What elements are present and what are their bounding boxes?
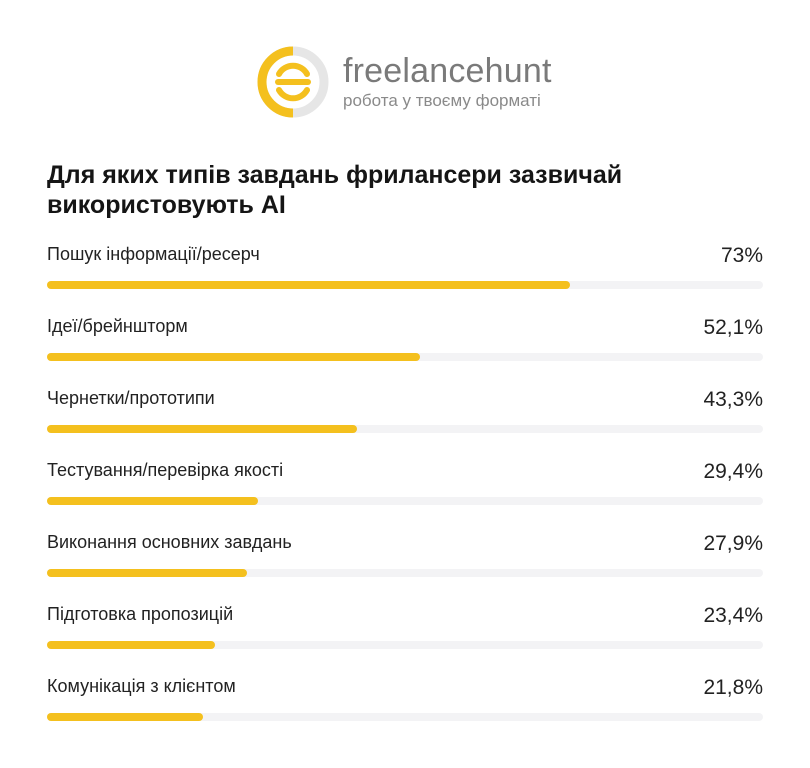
chart-row: Виконання основних завдань 27,9%	[47, 528, 763, 600]
bar	[47, 281, 570, 289]
bar-category-label: Чернетки/прототипи	[47, 388, 215, 408]
bar-chart: Пошук інформації/ресерч 73% Ідеї/брейнштор…	[47, 240, 763, 744]
chart-row: Ідеї/брейншторм 52,1%	[47, 312, 763, 384]
bar-value-label: 29,4%	[703, 460, 763, 483]
chart-title: Для яких типів завдань фрилансери зазвич…	[47, 161, 623, 219]
bar	[47, 641, 215, 649]
bar-track	[47, 641, 763, 649]
bar-value-label: 73%	[720, 244, 763, 267]
bar	[47, 713, 204, 721]
brand-tagline: робота у твоєму форматі	[343, 91, 541, 110]
bar-track	[47, 281, 763, 289]
chart-row: Комунікація з клієнтом 21,8%	[47, 672, 763, 744]
bar-track	[47, 569, 763, 577]
brand-name: freelancehunt	[343, 52, 552, 90]
bar	[47, 569, 247, 577]
bar	[47, 425, 358, 433]
chart-row: Чернетки/прототипи 43,3%	[47, 384, 763, 456]
bar-track	[47, 425, 763, 433]
bar-value-label: 21,8%	[703, 676, 763, 699]
bar-category-label: Комунікація з клієнтом	[47, 676, 236, 696]
chart-row: Підготовка пропозицій 23,4%	[47, 600, 763, 672]
chart-row: Пошук інформації/ресерч 73%	[47, 240, 763, 312]
bar	[47, 353, 421, 361]
bar-category-label: Підготовка пропозицій	[47, 604, 234, 624]
bar-category-label: Виконання основних завдань	[47, 532, 292, 552]
chart-row: Тестування/перевірка якості 29,4%	[47, 456, 763, 528]
freelancehunt-logo-icon	[257, 46, 329, 118]
bar-value-label: 23,4%	[703, 604, 763, 627]
brand-logo: freelancehunt робота у твоєму форматі	[255, 44, 552, 120]
bar-value-label: 27,9%	[703, 532, 763, 555]
bar-track	[47, 497, 763, 505]
bar	[47, 497, 258, 505]
bar-track	[47, 713, 763, 721]
bar-value-label: 43,3%	[703, 388, 763, 411]
bar-track	[47, 353, 763, 361]
bar-category-label: Ідеї/брейншторм	[47, 316, 188, 336]
bar-category-label: Пошук інформації/ресерч	[47, 244, 260, 264]
bar-value-label: 52,1%	[703, 316, 763, 339]
bar-category-label: Тестування/перевірка якості	[47, 460, 284, 480]
